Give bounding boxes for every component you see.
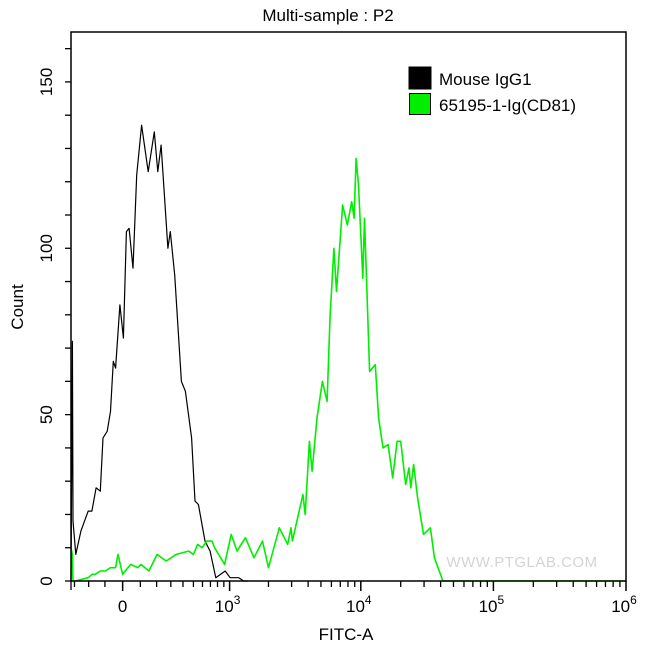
x-tick-exponent: 4 [365, 593, 372, 607]
x-tick-label: 103 [215, 593, 241, 616]
y-tick-label: 0 [37, 576, 56, 585]
x-tick-label: 0 [118, 597, 127, 616]
y-tick-label: 50 [37, 405, 56, 424]
y-tick-label: 150 [37, 68, 56, 96]
x-tick-exponent: 5 [498, 593, 505, 607]
y-axis-label: Count [8, 284, 27, 330]
x-tick-base: 10 [346, 597, 365, 616]
series-line-cd81 [70, 157, 626, 582]
x-tick-base: 10 [479, 597, 498, 616]
x-tick-label: 106 [611, 593, 637, 616]
legend-swatch-mouse-igg1 [408, 66, 432, 90]
series-line-mouse-igg1 [70, 124, 249, 582]
legend-label-mouse-igg1: Mouse IgG1 [439, 70, 532, 89]
x-tick-base: 10 [215, 597, 234, 616]
series-layer [70, 124, 626, 582]
x-axis-label: FITC-A [319, 625, 374, 644]
x-tick-base: 10 [611, 597, 630, 616]
y-tick-label: 100 [37, 234, 56, 262]
chart-title: Multi-sample : P2 [262, 6, 393, 25]
legend: Mouse IgG1 65195-1-Ig(CD81) [408, 66, 576, 115]
legend-label-cd81: 65195-1-Ig(CD81) [439, 96, 576, 115]
legend-swatch-cd81 [409, 93, 431, 115]
x-tick-label: 105 [479, 593, 505, 616]
x-tick-exponent: 6 [630, 593, 637, 607]
watermark: WWW.PTGLAB.COM [446, 554, 597, 571]
x-tick-exponent: 3 [234, 593, 241, 607]
x-tick-label: 104 [346, 593, 372, 616]
